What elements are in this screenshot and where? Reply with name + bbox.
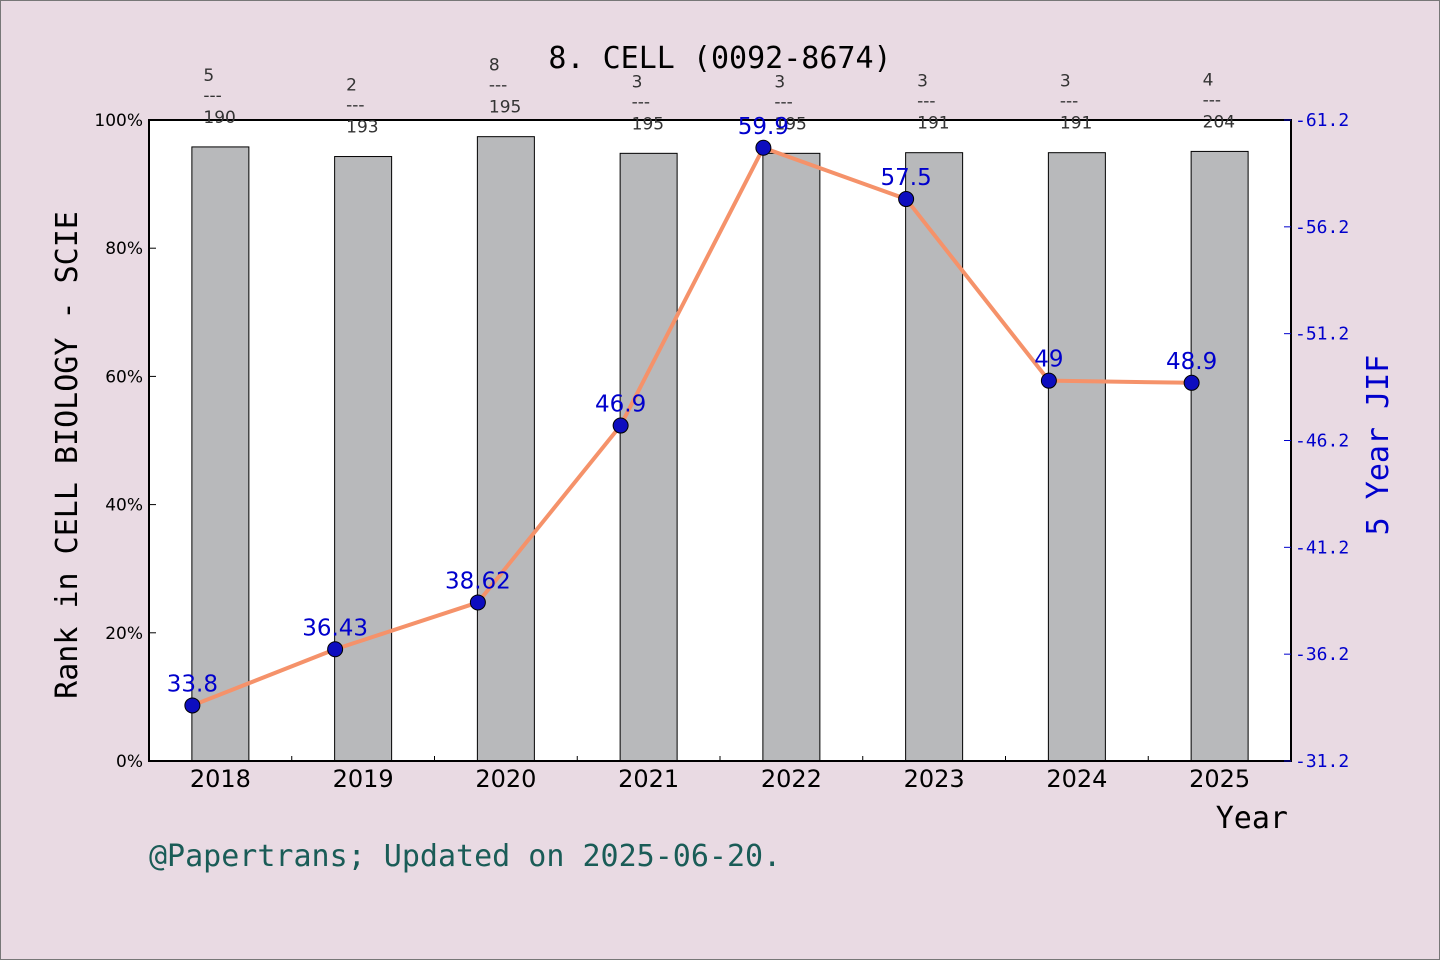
bar-2018 [191, 146, 250, 762]
y-tick-label: 60% [105, 367, 143, 387]
footer-note: @Papertrans; Updated on 2025-06-20. [149, 839, 781, 874]
jif-value-label: 33.8 [167, 671, 218, 697]
x-tick-label: 2020 [475, 765, 536, 793]
jif-marker-2020 [469, 594, 486, 611]
y2-tick-label: -56.2 [1295, 217, 1349, 238]
bar-2023 [905, 152, 964, 762]
rank-total: 195 [774, 114, 806, 134]
rank-separator: --- [346, 96, 364, 116]
jif-marker-2021 [612, 417, 629, 434]
y-tick-label: 80% [105, 239, 143, 259]
y2-tick-label: -41.2 [1295, 537, 1349, 558]
jif-marker-2025 [1183, 374, 1200, 391]
rank-total: 195 [489, 98, 521, 118]
rank-separator: --- [1203, 90, 1221, 110]
rank-total: 190 [203, 108, 235, 128]
jif-value-label: 46.9 [595, 392, 646, 418]
jif-value-label: 36.43 [302, 615, 368, 641]
rank-numerator: 3 [774, 72, 785, 92]
jif-marker-2018 [184, 697, 201, 714]
x-tick-label: 2024 [1046, 765, 1107, 793]
y2-tick-label: -61.2 [1295, 110, 1349, 131]
x-tick-label: 2022 [761, 765, 822, 793]
rank-separator: --- [632, 92, 650, 112]
jif-marker-2022 [755, 139, 772, 156]
rank-total: 204 [1203, 112, 1235, 132]
x-tick-label: 2023 [904, 765, 965, 793]
bar-2022 [762, 152, 821, 762]
rank-numerator: 2 [346, 76, 357, 96]
jif-line [190, 145, 1194, 708]
jif-value-label: 59.9 [738, 114, 789, 140]
chart-title: 8. CELL (0092-8674) [548, 41, 891, 76]
rank-total: 191 [917, 114, 949, 134]
jif-line-layer: 33.8 36.43 38.62 46.9 59.9 57.5 49 48.9 [167, 114, 1217, 714]
rank-numerator: 3 [632, 72, 643, 92]
ticks-layer: 0% 20% 40% 60% 80% 100% -31.2 -36.2 -41.2 -46.2 -5… [94, 110, 1349, 793]
y2-tick-label: -51.2 [1295, 324, 1349, 345]
jif-value-label: 48.9 [1166, 349, 1217, 375]
rank-total: 191 [1060, 114, 1092, 134]
rank-separator: --- [203, 86, 221, 106]
bar-2019 [334, 156, 393, 762]
bar-2020 [476, 136, 535, 762]
y-axis-label: Rank in CELL BIOLOGY - SCIE [50, 211, 85, 699]
y-tick-label: 100% [94, 111, 143, 131]
jif-marker-2019 [327, 641, 344, 658]
rank-numerator: 5 [203, 66, 214, 86]
jif-value-label: 38.62 [445, 568, 511, 594]
y-tick-label: 20% [105, 624, 143, 644]
y2-tick-label: -31.2 [1295, 751, 1349, 772]
y2-axis-label: 5 Year JIF [1361, 355, 1396, 536]
rank-separator: --- [1060, 92, 1078, 112]
plot-area [149, 120, 1291, 761]
jif-value-label: 57.5 [881, 165, 932, 191]
jif-value-label: 49 [1034, 347, 1063, 373]
x-tick-label: 2018 [190, 765, 251, 793]
x-tick-label: 2019 [333, 765, 394, 793]
x-axis-label: Year [1216, 801, 1288, 836]
y2-tick-label: -36.2 [1295, 644, 1349, 665]
bar-2025 [1190, 150, 1249, 762]
jif-marker-2024 [1040, 372, 1057, 389]
y2-tick-label: -46.2 [1295, 431, 1349, 452]
y-tick-label: 40% [105, 496, 143, 516]
rank-numerator: 4 [1203, 70, 1214, 90]
rank-total: 195 [632, 114, 664, 134]
rank-numerator: 8 [489, 56, 500, 76]
rank-total: 193 [346, 118, 378, 138]
rank-separator: --- [489, 76, 507, 96]
rank-separator: --- [917, 92, 935, 112]
rank-separator: --- [774, 92, 792, 112]
jif-marker-2023 [898, 191, 915, 208]
bar-2024 [1047, 152, 1106, 762]
x-tick-label: 2021 [618, 765, 679, 793]
x-tick-label: 2025 [1189, 765, 1250, 793]
rank-labels-layer: 5---1902---1938---1953---1953---1953---1… [203, 56, 1235, 138]
bar-2021 [619, 152, 678, 762]
rank-numerator: 3 [917, 72, 928, 92]
y-tick-label: 0% [116, 752, 143, 772]
rank-numerator: 3 [1060, 72, 1071, 92]
